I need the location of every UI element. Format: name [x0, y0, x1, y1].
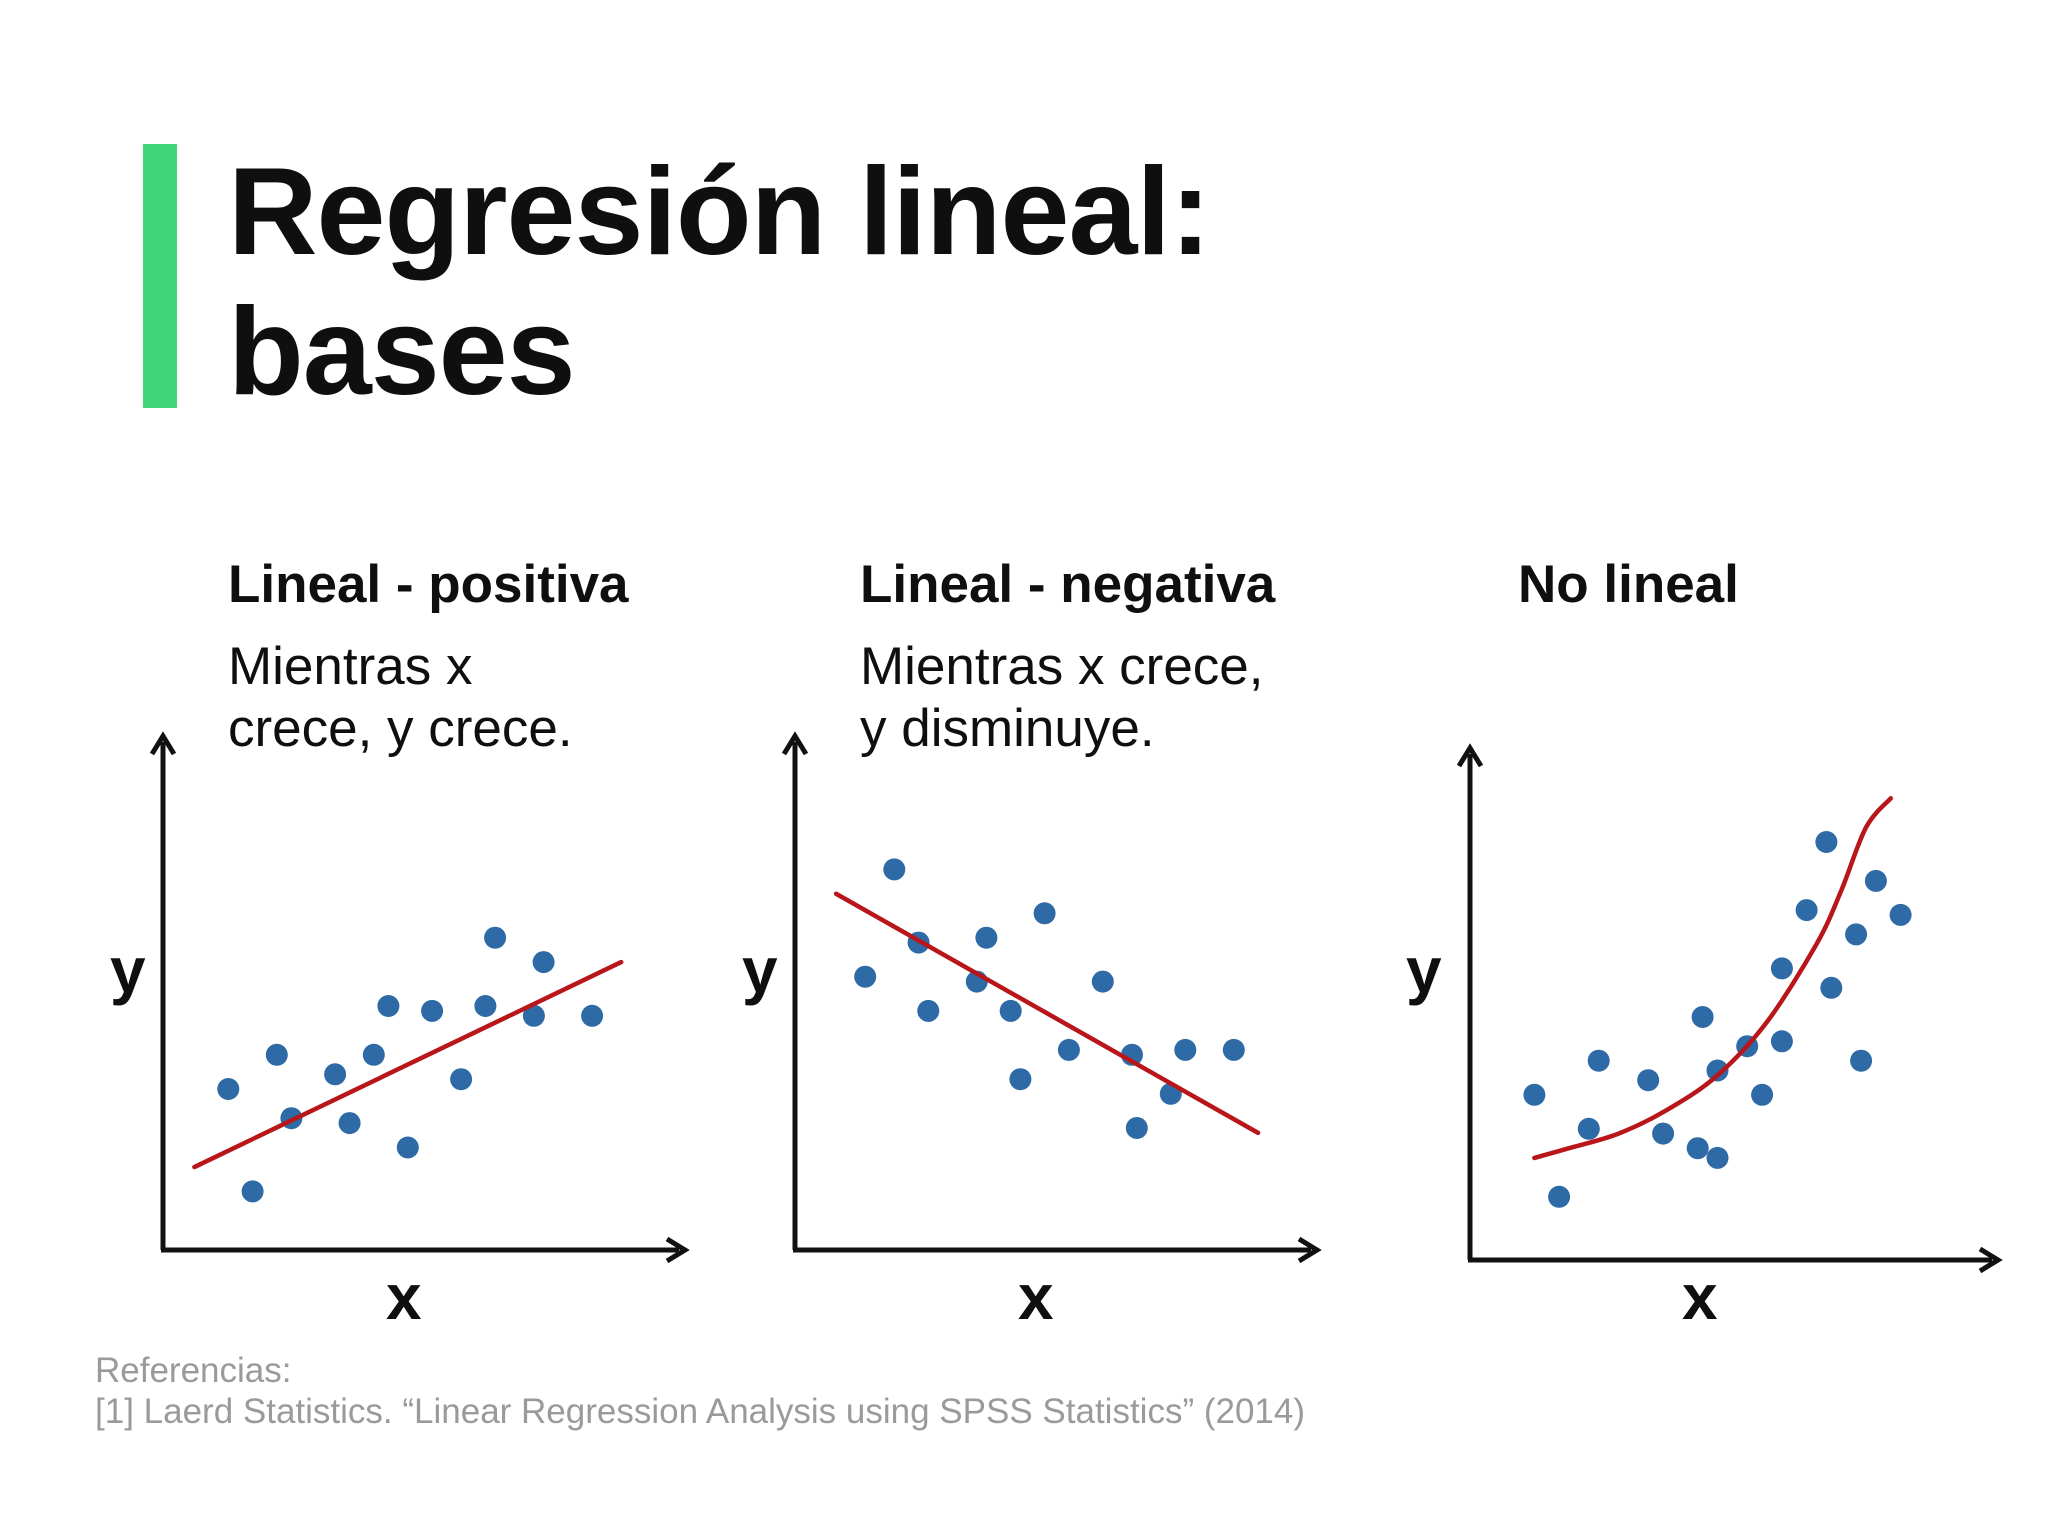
- panel-2-heading: Lineal - negativa: [860, 555, 1276, 614]
- panel-2-caption-line-2: y disminuye.: [860, 699, 1155, 758]
- data-point: [396, 1136, 419, 1159]
- data-point: [917, 999, 940, 1022]
- slide-title: Regresión lineal: bases: [228, 142, 1211, 422]
- panel-2-caption-line-1: Mientras x crece,: [860, 637, 1264, 696]
- y-axis-arrowhead: [1456, 743, 1484, 768]
- data-point: [1577, 1117, 1600, 1140]
- y-axis-arrowhead: [781, 731, 809, 756]
- data-point: [1691, 1006, 1714, 1028]
- data-point: [450, 1068, 473, 1091]
- data-point: [1706, 1146, 1729, 1169]
- panel-3-x-axis-label: x: [1682, 1261, 1718, 1333]
- data-point: [1057, 1038, 1080, 1061]
- data-point: [421, 999, 444, 1022]
- x-axis-arrowhead: [1297, 1236, 1322, 1264]
- plot-lineal-positiva: [149, 731, 690, 1264]
- data-point: [883, 858, 906, 881]
- data-point: [999, 999, 1022, 1022]
- data-point: [854, 965, 877, 988]
- x-axis-arrowhead: [665, 1236, 690, 1264]
- panel-2-x-axis-label: x: [1018, 1261, 1054, 1333]
- references-label: Referencias:: [95, 1351, 292, 1390]
- data-point: [581, 1004, 604, 1027]
- y-axis-arrowhead: [149, 731, 177, 756]
- data-point: [474, 995, 497, 1017]
- data-point: [522, 1004, 545, 1027]
- data-point: [1864, 869, 1887, 892]
- data-point: [1686, 1137, 1709, 1160]
- reference-item-1: [1] Laerd Statistics. “Linear Regression…: [95, 1392, 1305, 1431]
- panel-1-x-axis-label: x: [386, 1261, 422, 1333]
- panel-1-heading: Lineal - positiva: [228, 555, 629, 614]
- data-point: [1587, 1049, 1610, 1072]
- data-point: [1033, 902, 1056, 925]
- data-point: [532, 951, 555, 974]
- data-point: [484, 926, 507, 949]
- data-point: [1125, 1117, 1148, 1139]
- data-point: [1009, 1068, 1032, 1091]
- data-point: [1850, 1049, 1873, 1072]
- data-point: [1637, 1069, 1660, 1092]
- data-point: [338, 1112, 361, 1135]
- title-accent-bar: [143, 144, 177, 408]
- x-axis-arrowhead: [1978, 1246, 2003, 1274]
- data-point: [1706, 1059, 1729, 1082]
- plot-no-lineal: [1456, 743, 2003, 1274]
- panel-2-y-axis-label: y: [742, 934, 778, 1006]
- data-point: [1751, 1083, 1774, 1106]
- data-point: [1548, 1185, 1571, 1208]
- data-point: [1889, 903, 1912, 926]
- data-point: [1523, 1083, 1546, 1106]
- data-point: [362, 1043, 385, 1066]
- panel-3-heading: No lineal: [1518, 555, 1739, 614]
- panel-1-caption-line-2: crece, y crece.: [228, 699, 573, 758]
- data-point: [1770, 1030, 1793, 1053]
- data-point: [1174, 1038, 1197, 1061]
- trend-line: [192, 959, 624, 1170]
- data-point: [377, 995, 400, 1017]
- panel-1-y-axis-label: y: [110, 934, 146, 1006]
- data-point: [1820, 976, 1843, 999]
- data-point: [1815, 831, 1838, 853]
- data-point: [217, 1078, 240, 1100]
- data-point: [975, 926, 998, 949]
- data-point: [1222, 1038, 1245, 1061]
- panel-3-y-axis-label: y: [1406, 934, 1442, 1006]
- data-point: [265, 1043, 288, 1066]
- slide-title-line-1: Regresión lineal:: [228, 143, 1211, 281]
- references: Referencias: [1] Laerd Statistics. “Line…: [95, 1350, 1305, 1432]
- data-point: [1795, 899, 1818, 922]
- plot-lineal-negativa: [781, 731, 1322, 1264]
- data-point: [1091, 970, 1114, 993]
- data-point: [1652, 1122, 1675, 1145]
- data-point: [324, 1063, 347, 1086]
- trend-line: [1532, 796, 1893, 1161]
- slide-title-line-2: bases: [228, 283, 576, 421]
- panel-1-caption-line-1: Mientras x: [228, 637, 473, 696]
- data-point: [1845, 923, 1868, 946]
- data-point: [241, 1180, 264, 1203]
- trend-line: [833, 891, 1261, 1136]
- data-point: [1770, 957, 1793, 980]
